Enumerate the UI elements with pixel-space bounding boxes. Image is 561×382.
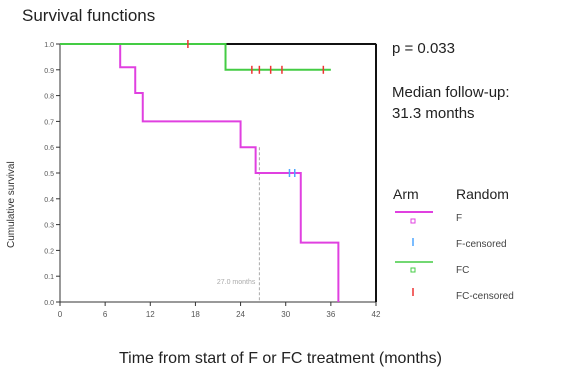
series-line-f: [60, 43, 340, 302]
legend-swatch-fc-censored: [412, 288, 414, 296]
legend-item-fc: FC: [393, 258, 558, 284]
y-tick-label: 0.6: [44, 145, 54, 152]
y-tick-label: 0.4: [44, 197, 54, 204]
x-tick-label: 36: [326, 310, 335, 319]
x-tick-label: 12: [146, 310, 155, 319]
legend-item-f-censored: F-censored: [393, 232, 558, 258]
y-tick-label: 0.5: [44, 171, 54, 178]
p-value-text: p = 0.033: [392, 40, 455, 57]
x-tick-label: 6: [103, 310, 108, 319]
x-tick-label: 42: [372, 310, 381, 319]
x-axis-label: Time from start of F or FC treatment (mo…: [118, 350, 443, 367]
legend-swatch-f-censored: [412, 238, 414, 246]
median-follow-up-value: 31.3 months: [392, 105, 475, 122]
y-tick-label: 0.2: [44, 248, 54, 255]
legend-swatch-f: [395, 211, 433, 224]
legend-label-fc: FC: [456, 265, 470, 276]
x-tick-label: 24: [236, 310, 245, 319]
y-tick-label: 0.8: [44, 94, 54, 101]
median-follow-up: Median follow-up: 31.3 months: [392, 82, 510, 124]
y-tick-label: 0.7: [44, 119, 54, 126]
x-tick-label: 0: [58, 310, 63, 319]
legend-header-arm: Arm: [393, 186, 419, 202]
median-reference-label: 27.0 months: [217, 279, 256, 286]
x-tick-label: 18: [191, 310, 200, 319]
y-tick-label: 0.9: [44, 68, 54, 75]
y-tick-label: 0.3: [44, 223, 54, 230]
x-tick-label: 30: [281, 310, 290, 319]
median-follow-up-label: Median follow-up:: [392, 84, 510, 101]
legend-item-f: F: [393, 206, 558, 232]
legend-header-random: Random: [456, 186, 509, 202]
y-tick-label: 0.1: [44, 274, 54, 281]
chart-title: Survival functions: [22, 6, 156, 25]
plot-frame: [59, 43, 377, 303]
y-tick-label: 1.0: [44, 42, 54, 49]
legend-label-f: F: [456, 213, 463, 224]
legend-label-f-censored: F-censored: [456, 239, 507, 250]
series-line-fc: [60, 43, 331, 71]
y-tick-label: 0.0: [44, 300, 54, 307]
legend: Arm Random F F-censored FC FC-censored: [393, 186, 558, 310]
legend-label-fc-censored: FC-censored: [456, 291, 514, 302]
legend-swatch-fc: [395, 261, 433, 273]
legend-header: Arm Random: [393, 186, 558, 206]
legend-item-fc-censored: FC-censored: [393, 284, 558, 310]
